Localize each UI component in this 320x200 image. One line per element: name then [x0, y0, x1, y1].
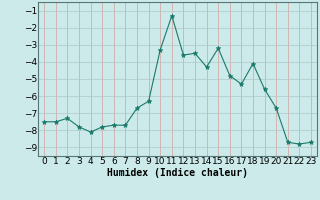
- X-axis label: Humidex (Indice chaleur): Humidex (Indice chaleur): [107, 168, 248, 178]
